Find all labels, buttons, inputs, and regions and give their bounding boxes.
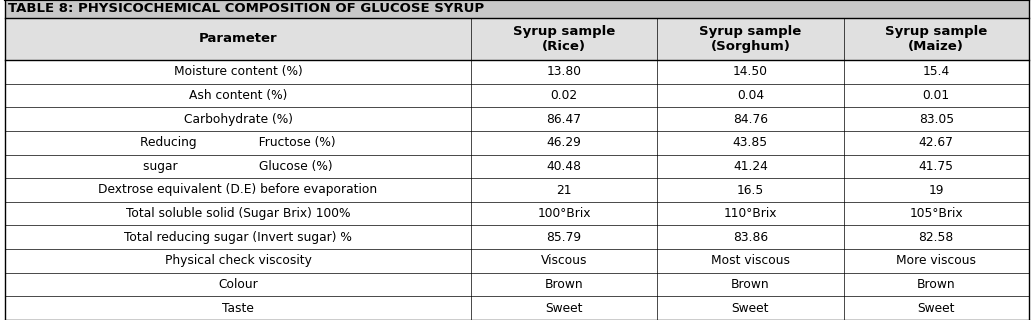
Text: Brown: Brown	[545, 278, 583, 291]
Text: Sweet: Sweet	[545, 302, 583, 315]
Bar	[5, 296, 1029, 320]
Text: 86.47: 86.47	[547, 113, 581, 125]
Bar	[5, 273, 1029, 296]
Text: 21: 21	[556, 183, 572, 196]
Text: More viscous: More viscous	[896, 254, 976, 268]
Text: 83.86: 83.86	[733, 231, 768, 244]
Text: Carbohydrate (%): Carbohydrate (%)	[184, 113, 293, 125]
Text: 110°Brix: 110°Brix	[724, 207, 778, 220]
Text: Sweet: Sweet	[732, 302, 769, 315]
Text: 105°Brix: 105°Brix	[909, 207, 963, 220]
Bar	[5, 178, 1029, 202]
Bar	[5, 131, 1029, 155]
Text: 41.75: 41.75	[918, 160, 953, 173]
Text: Brown: Brown	[731, 278, 769, 291]
Bar	[5, 202, 1029, 226]
Bar	[5, 155, 1029, 178]
Text: Dextrose equivalent (D.E) before evaporation: Dextrose equivalent (D.E) before evapora…	[98, 183, 377, 196]
Bar	[5, 249, 1029, 273]
Text: Colour: Colour	[218, 278, 257, 291]
Text: sugar                     Glucose (%): sugar Glucose (%)	[144, 160, 333, 173]
Text: 42.67: 42.67	[919, 136, 953, 149]
Bar	[5, 0, 1029, 18]
Bar	[5, 18, 1029, 60]
Text: Syrup sample
(Rice): Syrup sample (Rice)	[513, 25, 615, 53]
Text: 43.85: 43.85	[733, 136, 768, 149]
Text: Total soluble solid (Sugar Brix) 100%: Total soluble solid (Sugar Brix) 100%	[126, 207, 351, 220]
Text: 41.24: 41.24	[733, 160, 768, 173]
Text: Reducing                Fructose (%): Reducing Fructose (%)	[141, 136, 336, 149]
Text: 46.29: 46.29	[547, 136, 581, 149]
Text: Syrup sample
(Sorghum): Syrup sample (Sorghum)	[699, 25, 801, 53]
Bar	[5, 60, 1029, 84]
Text: 40.48: 40.48	[547, 160, 581, 173]
Text: 0.04: 0.04	[737, 89, 764, 102]
Text: 13.80: 13.80	[547, 65, 581, 78]
Text: 100°Brix: 100°Brix	[538, 207, 590, 220]
Text: Syrup sample
(Maize): Syrup sample (Maize)	[885, 25, 987, 53]
Text: 14.50: 14.50	[733, 65, 768, 78]
Text: 16.5: 16.5	[737, 183, 764, 196]
Text: 0.02: 0.02	[550, 89, 578, 102]
Text: 84.76: 84.76	[733, 113, 768, 125]
Text: Physical check viscosity: Physical check viscosity	[164, 254, 311, 268]
Text: 19: 19	[929, 183, 944, 196]
Text: Viscous: Viscous	[541, 254, 587, 268]
Bar	[5, 84, 1029, 107]
Text: Ash content (%): Ash content (%)	[189, 89, 287, 102]
Text: 0.01: 0.01	[922, 89, 950, 102]
Text: Brown: Brown	[917, 278, 955, 291]
Text: 15.4: 15.4	[922, 65, 950, 78]
Bar	[5, 226, 1029, 249]
Text: Total reducing sugar (Invert sugar) %: Total reducing sugar (Invert sugar) %	[124, 231, 352, 244]
Text: Moisture content (%): Moisture content (%)	[174, 65, 302, 78]
Text: Sweet: Sweet	[917, 302, 955, 315]
Text: 83.05: 83.05	[918, 113, 953, 125]
Text: TABLE 8: PHYSICOCHEMICAL COMPOSITION OF GLUCOSE SYRUP: TABLE 8: PHYSICOCHEMICAL COMPOSITION OF …	[8, 3, 484, 15]
Text: 82.58: 82.58	[918, 231, 953, 244]
Text: Taste: Taste	[222, 302, 254, 315]
Text: 85.79: 85.79	[547, 231, 582, 244]
Text: Parameter: Parameter	[199, 33, 277, 45]
Bar	[5, 107, 1029, 131]
Text: Most viscous: Most viscous	[711, 254, 790, 268]
